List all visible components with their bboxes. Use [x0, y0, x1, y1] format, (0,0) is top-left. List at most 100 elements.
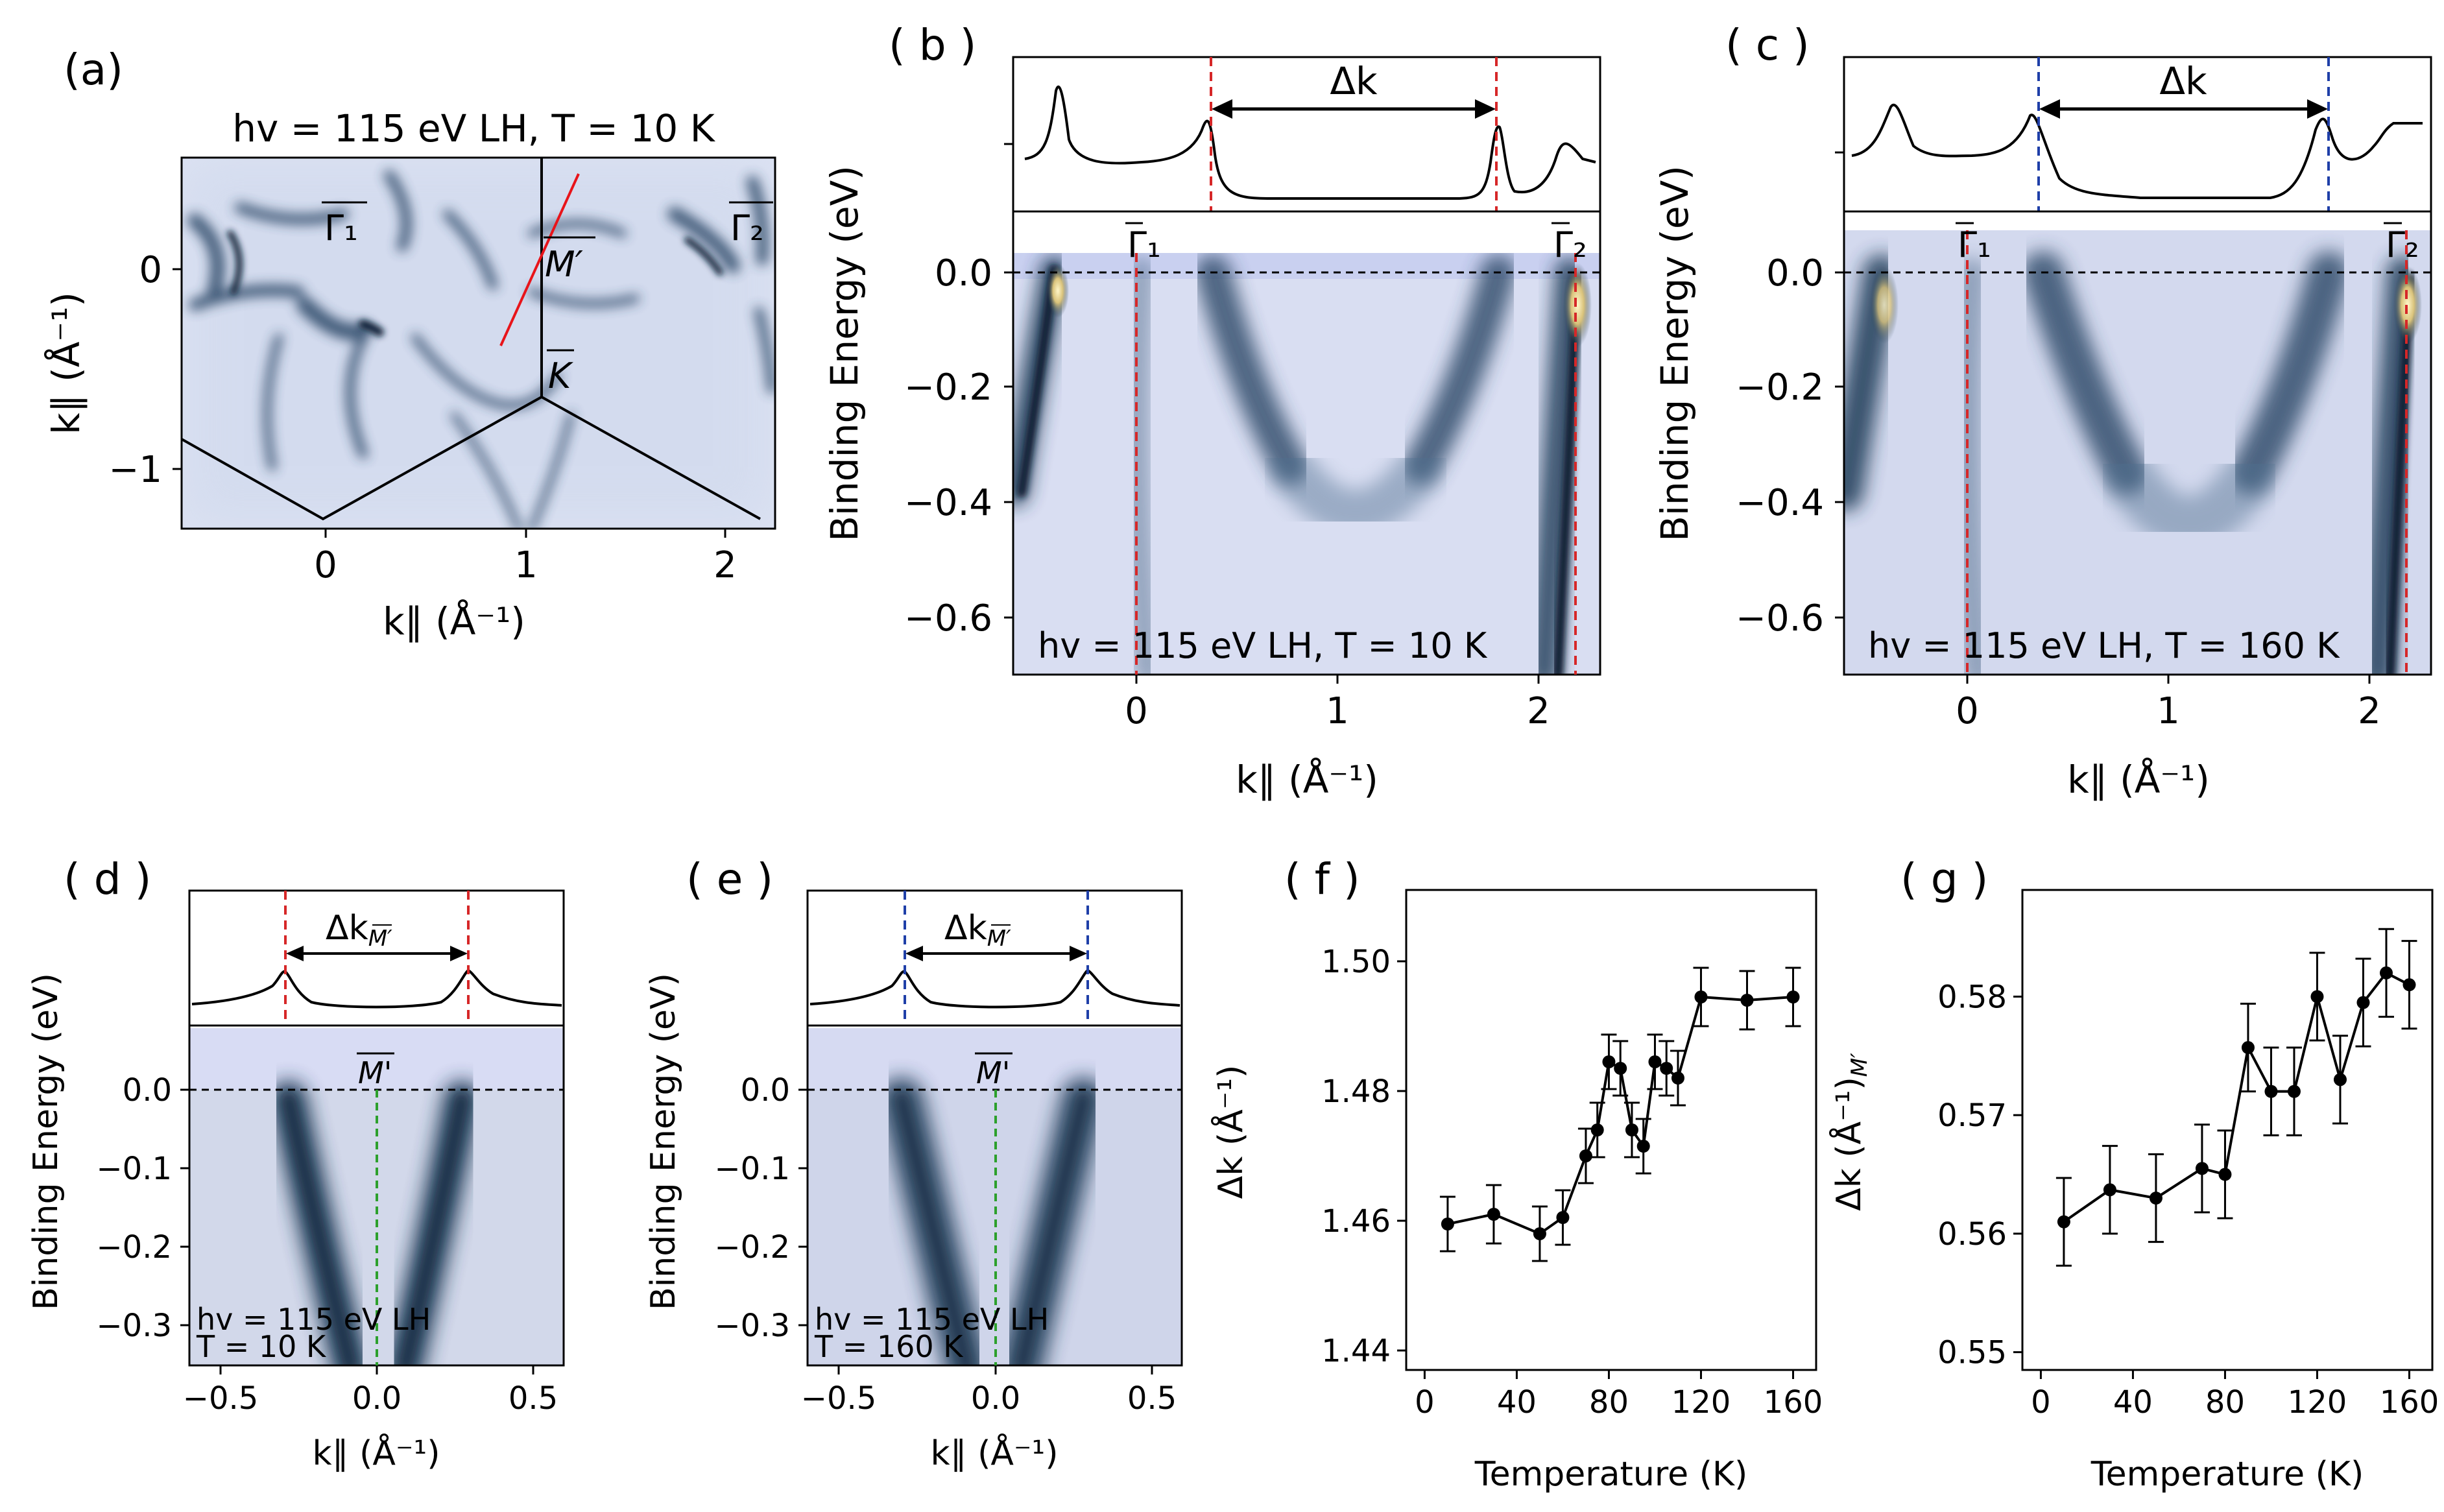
panel-f: ( f ) 0 40 80 120 160 1.44 1.46 1.48 1.50 Temper…: [1210, 854, 1823, 1494]
chart-g-point: [2149, 1192, 2162, 1205]
chart-f-xtick-label: 40: [1497, 1384, 1537, 1421]
chart-f-point: [1671, 1072, 1684, 1085]
chart-f-point: [1533, 1227, 1546, 1240]
a-xtick-2: 2: [713, 544, 737, 586]
b-xtick-2: 2: [1527, 690, 1550, 732]
panel-b-gamma2: Γ₂: [1553, 224, 1587, 265]
chart-f-marks: 0 40 80 120 160 1.44 1.46 1.48 1.50: [1321, 944, 1823, 1421]
chart-g-ylabel: Δk (Å⁻¹)M′: [1828, 1053, 1873, 1211]
chart-f-xtick-label: 0: [1415, 1384, 1435, 1421]
chart-g-point: [2310, 990, 2324, 1003]
d-ytick-0: 0.0: [123, 1072, 172, 1109]
c-ytick-1: −0.2: [1736, 366, 1824, 409]
panel-e-arpes-image: [808, 1028, 1182, 1365]
d-ytick-2: −0.2: [96, 1229, 172, 1266]
b-ytick-2: −0.4: [904, 482, 992, 524]
e-ylabel: Binding Energy (eV): [644, 973, 683, 1310]
chart-f-point: [1590, 1123, 1604, 1136]
panel-c-gamma1: Γ₁: [1958, 224, 1991, 265]
chart-f-point: [1487, 1208, 1500, 1221]
chart-f-point: [1660, 1062, 1673, 1075]
panel-e-mprime: M': [976, 1055, 1010, 1090]
chart-f-xtick-label: 80: [1589, 1384, 1629, 1421]
chart-f-ytick-label: 1.44: [1321, 1333, 1391, 1369]
chart-g-xtick-label: 40: [2113, 1384, 2153, 1421]
chart-f-point: [1602, 1055, 1616, 1068]
panel-d-annotation-1: hv = 115 eV LH: [197, 1302, 431, 1337]
panel-c-gamma2: Γ₂: [2386, 224, 2419, 265]
panel-c-mdc-frame: [1843, 56, 2432, 213]
panel-b-gamma1: Γ₁: [1127, 224, 1161, 265]
panel-a-label: (a): [64, 45, 123, 95]
panel-e-annotation-1: hv = 115 eV LH: [815, 1302, 1049, 1337]
e-xtick-1: 0.0: [971, 1380, 1020, 1417]
b-xlabel: k∥ (Å⁻¹): [1236, 757, 1378, 802]
chart-f-ytick-label: 1.48: [1321, 1074, 1391, 1110]
chart-f-point: [1636, 1140, 1650, 1153]
panel-e-mdc-frame: [806, 889, 1183, 1027]
chart-f-ytick-label: 1.46: [1321, 1203, 1391, 1240]
k-label: K: [548, 355, 573, 396]
e-xtick-2: 0.5: [1127, 1380, 1177, 1417]
c-xtick-0: 0: [1956, 690, 1979, 732]
chart-g-xtick-label: 0: [2031, 1384, 2051, 1421]
cut-line: [499, 173, 580, 346]
chart-g-point: [2241, 1041, 2255, 1055]
panel-c-arpes-image: [1844, 230, 2431, 675]
c-ytick-0: 0.0: [1766, 252, 1824, 294]
chart-f-point: [1441, 1218, 1454, 1230]
chart-f-ytick-label: 1.50: [1321, 944, 1391, 980]
panel-e-mdc-curve: [809, 968, 1180, 1009]
chart-g-point: [2195, 1162, 2209, 1175]
c-ytick-2: −0.4: [1736, 482, 1824, 524]
c-xlabel: k∥ (Å⁻¹): [2067, 757, 2210, 802]
chart-f-ylabel: Δk (Å⁻¹): [1210, 1065, 1251, 1199]
panel-d-mprime: M': [358, 1055, 392, 1090]
gamma1-label: Γ₁: [324, 208, 358, 248]
panel-a-title: hv = 115 eV LH, T = 10 K: [232, 106, 715, 150]
d-xtick-2: 0.5: [509, 1380, 558, 1417]
chart-g-ytick-label: 0.58: [1937, 979, 2007, 1015]
a-ytick-1: −1: [108, 449, 162, 491]
panel-c-annotation: hv = 115 eV LH, T = 160 K: [1868, 625, 2340, 666]
panel-d-label: ( d ): [64, 854, 151, 904]
panel-c-mdc-curve: [1851, 104, 2423, 199]
panel-c: ( c ) Δk Γ₁ Γ₂: [1653, 20, 2432, 802]
chart-g-ytick-label: 0.55: [1937, 1335, 2007, 1371]
d-ytick-3: −0.3: [96, 1308, 172, 1344]
panel-a-fermi-map: [182, 158, 775, 529]
b-ytick-1: −0.2: [904, 366, 992, 409]
c-xtick-1: 1: [2157, 690, 2180, 732]
e-ytick-0: 0.0: [741, 1072, 790, 1109]
d-xtick-0: −0.5: [183, 1380, 259, 1417]
a-xlabel: k∥ (Å⁻¹): [383, 599, 525, 643]
c-xtick-2: 2: [2358, 690, 2381, 732]
chart-g-point: [2057, 1215, 2070, 1229]
b-ytick-0: 0.0: [935, 252, 992, 294]
c-ytick-3: −0.6: [1736, 597, 1824, 640]
chart-f-point: [1648, 1055, 1662, 1068]
panel-e: ( e ) ΔkM′ M' hv = 115 eV LH T = 160 K: [644, 854, 1183, 1473]
a-ytick-0: 0: [139, 249, 162, 291]
panel-e-label: ( e ): [686, 854, 773, 904]
b-ylabel: Binding Energy (eV): [822, 165, 867, 542]
panel-e-delta-label: ΔkM′: [944, 909, 1011, 952]
bz-boundary: [182, 395, 761, 521]
d-ylabel: Binding Energy (eV): [27, 973, 66, 1310]
a-ylabel: k∥ (Å⁻¹): [43, 292, 88, 435]
chart-f-xtick-label: 120: [1671, 1384, 1731, 1421]
panel-b-annotation: hv = 115 eV LH, T = 10 K: [1038, 625, 1488, 666]
e-ytick-2: −0.2: [714, 1229, 790, 1266]
chart-f-point: [1786, 990, 1800, 1003]
chart-g-point: [2103, 1183, 2116, 1197]
chart-f-point: [1625, 1123, 1638, 1136]
c-ylabel: Binding Energy (eV): [1653, 165, 1697, 542]
panel-c-delta-label: Δk: [2159, 59, 2207, 103]
panel-d-mdc-frame: [188, 889, 565, 1027]
panel-b-arpes-image: [1013, 253, 1600, 675]
e-xlabel: k∥ (Å⁻¹): [930, 1433, 1058, 1473]
a-xtick-1: 1: [514, 544, 538, 586]
b-ytick-3: −0.6: [904, 597, 992, 640]
chart-f-frame: [1405, 889, 1817, 1371]
panel-g-label: ( g ): [1900, 854, 1988, 904]
